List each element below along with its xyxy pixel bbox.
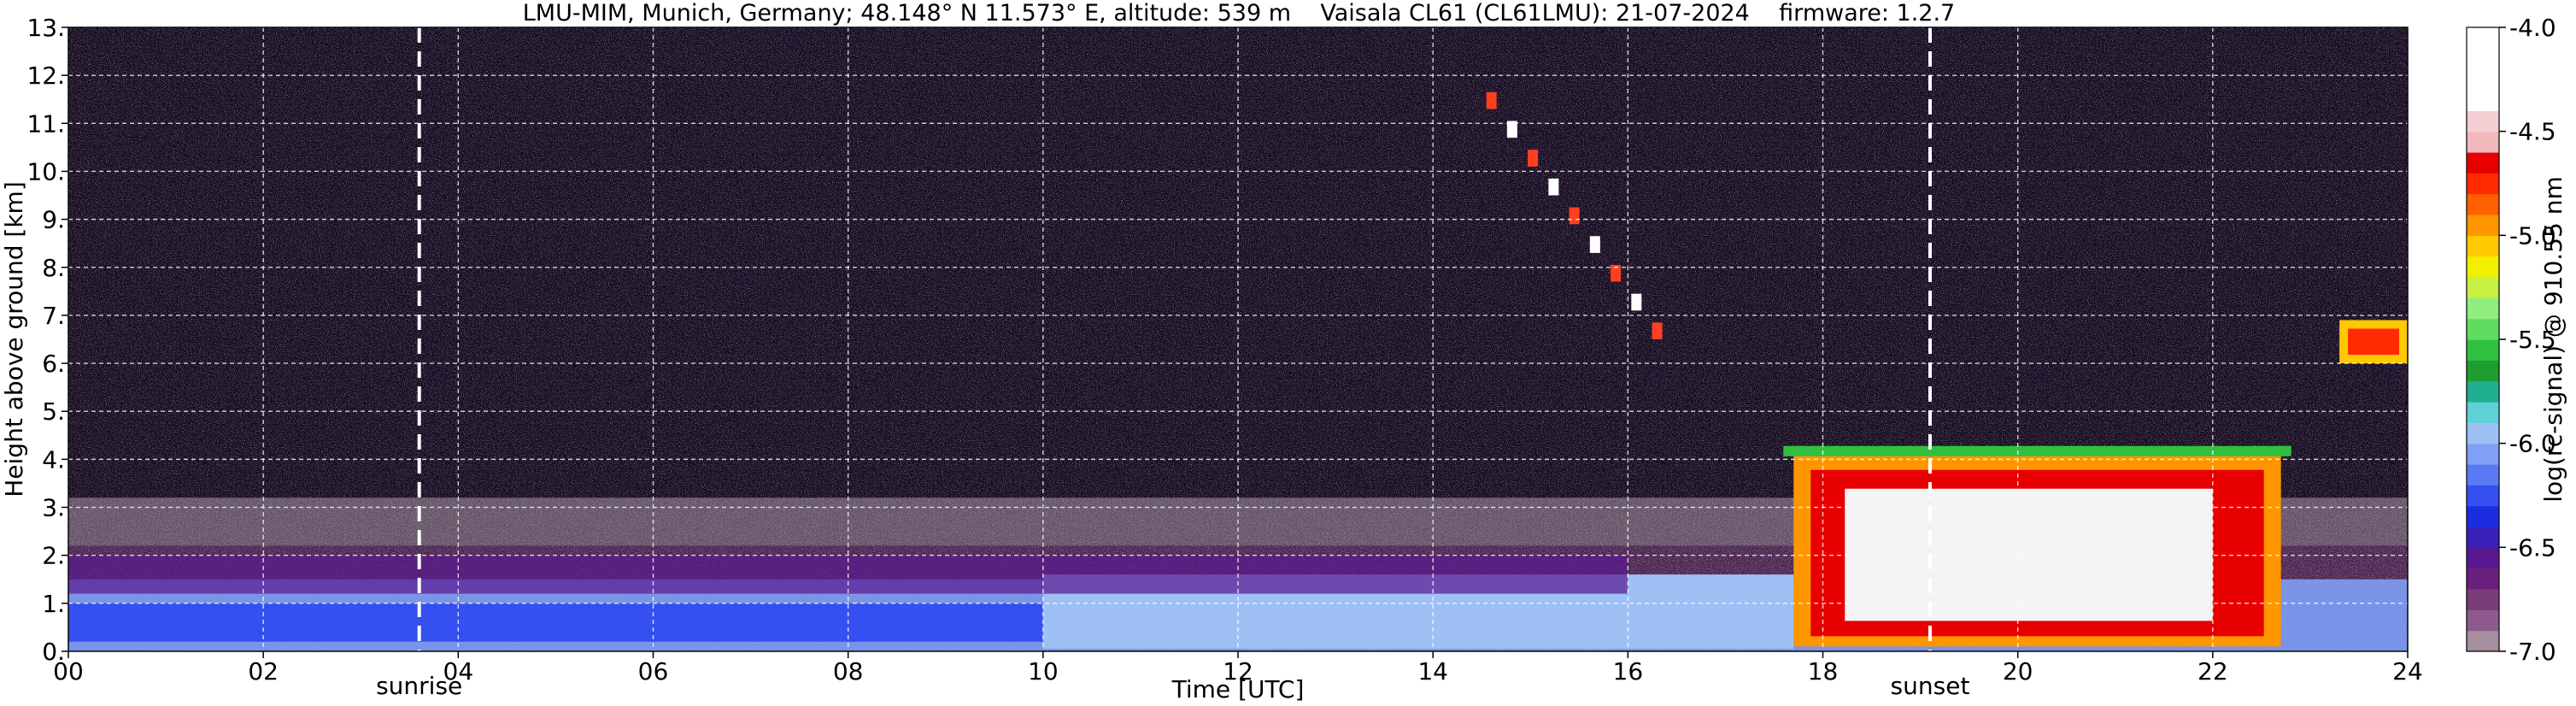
sunset-label: sunset <box>1891 672 1970 700</box>
y-tick-label: 4. <box>42 445 65 474</box>
colorbar-tick-label: -4.0 <box>2509 14 2556 42</box>
cloud-core <box>2348 328 2399 356</box>
colorbar-swatch <box>2467 318 2499 340</box>
x-tick-label: 18 <box>1808 657 1839 685</box>
x-tick-label: 12 <box>1223 657 1253 685</box>
cloud-edge <box>1783 445 2291 456</box>
x-tick-label: 14 <box>1417 657 1448 685</box>
colorbar-tick-label: -5.5 <box>2509 326 2556 354</box>
cirrus-streak <box>1652 322 1663 339</box>
colorbar-swatch <box>2467 297 2499 320</box>
colorbar-swatch <box>2467 193 2499 215</box>
colorbar-swatch <box>2467 131 2499 153</box>
x-axis-label: Time [UTC] <box>1171 675 1305 703</box>
colorbar-swatch <box>2467 547 2499 569</box>
colorbar-swatch <box>2467 360 2499 382</box>
colorbar-swatch <box>2467 505 2499 527</box>
x-tick-label: 00 <box>53 657 84 685</box>
cirrus-streak <box>1589 236 1600 253</box>
colorbar-swatch <box>2467 527 2499 548</box>
y-tick-label: 11. <box>26 109 65 138</box>
colorbar-swatch <box>2467 152 2499 174</box>
x-tick-label: 02 <box>248 657 279 685</box>
colorbar-swatch <box>2467 380 2499 403</box>
cirrus-streak <box>1611 264 1622 282</box>
cirrus-streak <box>1631 293 1642 311</box>
feature-cirrus <box>1486 91 1663 339</box>
cirrus-streak <box>1506 121 1517 138</box>
plot-area <box>68 27 2408 651</box>
chart-title: LMU-MIM, Munich, Germany; 48.148° N 11.5… <box>523 0 1956 26</box>
x-tick-label: 24 <box>2392 657 2423 685</box>
colorbar-swatch <box>2467 589 2499 610</box>
cirrus-streak <box>1569 207 1580 225</box>
colorbar-swatch <box>2467 277 2499 298</box>
x-tick-label: 06 <box>638 657 669 685</box>
colorbar-label: log(rc-signal) @ 910.55 nm <box>2539 176 2567 502</box>
y-tick-label: 9. <box>42 206 65 234</box>
colorbar-swatch <box>2467 402 2499 423</box>
colorbar-swatch <box>2467 27 2499 49</box>
cirrus-streak <box>1486 91 1497 109</box>
y-tick-label: 6. <box>42 350 65 378</box>
aerosol-dense-morning <box>68 603 1043 642</box>
y-tick-label: 2. <box>42 542 65 570</box>
cirrus-streak <box>1528 150 1539 167</box>
y-tick-label: 1. <box>42 590 65 618</box>
colorbar-swatch <box>2467 90 2499 111</box>
y-axis-label: Height above ground [km] <box>0 181 28 497</box>
colorbar-swatch <box>2467 215 2499 236</box>
y-tick-label: 0. <box>42 638 65 666</box>
colorbar-swatch <box>2467 173 2499 195</box>
colorbar-swatch <box>2467 568 2499 590</box>
colorbar-swatch <box>2467 630 2499 652</box>
sunrise-label: sunrise <box>376 672 462 700</box>
colorbar-swatch <box>2467 485 2499 507</box>
y-tick-label: 7. <box>42 302 65 330</box>
y-tick-label: 8. <box>42 254 65 282</box>
x-tick-label: 16 <box>1613 657 1644 685</box>
y-tick-label: 13. <box>26 14 65 42</box>
colorbar-tick-label: -5.0 <box>2509 221 2556 250</box>
colorbar: -4.0 -4.5 -5.0 -5.5 -6.0 -6.5 -7.0 <box>2466 14 2556 666</box>
colorbar-swatch <box>2467 443 2499 465</box>
colorbar-swatch <box>2467 464 2499 485</box>
feature-elevated-cloud <box>2339 320 2408 364</box>
colorbar-swatch <box>2467 48 2499 70</box>
cirrus-streak <box>1548 178 1559 196</box>
x-tick-label: 22 <box>2198 657 2228 685</box>
feature-convective-cloud <box>1783 445 2291 647</box>
x-tick-label: 04 <box>443 657 474 685</box>
colorbar-swatch <box>2467 339 2499 361</box>
x-tick-label: 08 <box>833 657 864 685</box>
colorbar-swatch <box>2467 110 2499 132</box>
colorbar-tick-label: -6.5 <box>2509 533 2556 562</box>
x-tick-label: 10 <box>1028 657 1059 685</box>
colorbar-tick-label: -7.0 <box>2509 638 2556 666</box>
colorbar-tick-label: -4.5 <box>2509 118 2556 146</box>
colorbar-swatch <box>2467 256 2499 278</box>
colorbar-swatch <box>2467 235 2499 257</box>
y-tick-label: 12. <box>26 62 65 90</box>
y-tick-label: 3. <box>42 494 65 522</box>
colorbar-swatch <box>2467 68 2499 91</box>
colorbar-swatch <box>2467 609 2499 632</box>
colorbar-tick-label: -6.0 <box>2509 430 2556 458</box>
y-tick-label: 5. <box>42 397 65 426</box>
y-tick-label: 10. <box>26 157 65 185</box>
x-tick-label: 20 <box>2003 657 2033 685</box>
colorbar-swatch <box>2467 422 2499 444</box>
